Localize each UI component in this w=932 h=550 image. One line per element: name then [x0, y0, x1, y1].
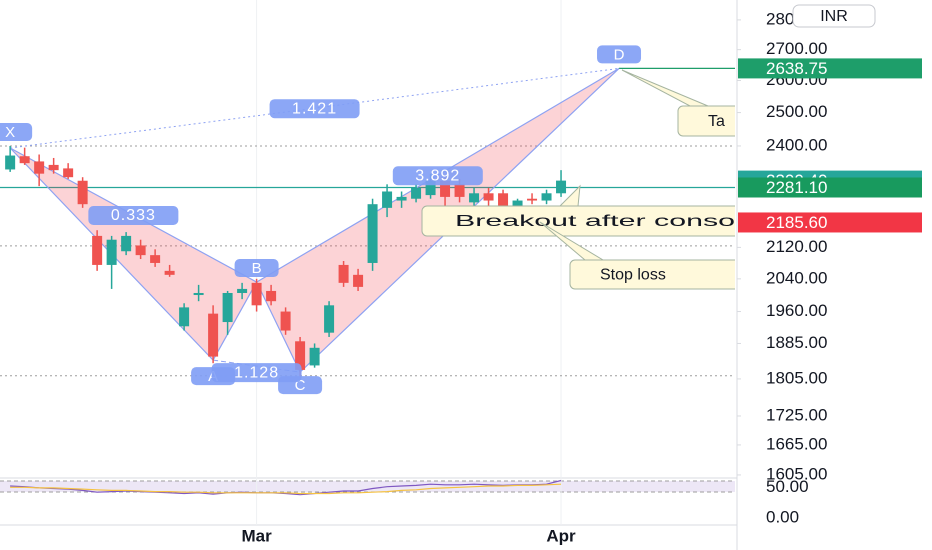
- candle-body: [425, 180, 436, 196]
- candle-body: [106, 239, 117, 265]
- pattern-point-label: X: [5, 124, 15, 141]
- candle-body: [309, 347, 320, 366]
- price-badge-label: 2281.10: [766, 178, 827, 197]
- y-tick-label: 2120.00: [766, 237, 827, 256]
- candle-body: [266, 290, 277, 302]
- x-tick-label: Apr: [546, 526, 576, 545]
- currency-label: INR: [820, 8, 848, 25]
- currency-button[interactable]: [792, 4, 876, 28]
- pattern-point-label: D: [614, 46, 625, 63]
- candle-body: [367, 204, 378, 263]
- pattern-point-label: B: [252, 260, 262, 277]
- candle-body: [527, 198, 538, 201]
- ratio-box: [88, 206, 179, 226]
- candle-body: [280, 311, 291, 331]
- ratio-label: 1.421: [292, 100, 337, 117]
- candle-body: [454, 184, 465, 197]
- candle-body: [121, 235, 132, 252]
- callout-text: Stop loss: [600, 267, 666, 284]
- rsi-line: [10, 479, 562, 496]
- ratio-box: [392, 166, 483, 186]
- y-tick-label: 1805.00: [766, 368, 827, 387]
- y-tick-label: 2040.00: [766, 268, 827, 287]
- candle-body: [338, 264, 349, 283]
- callout-box: [421, 205, 735, 237]
- callout-text: Ta: [708, 113, 725, 130]
- candle-body: [48, 164, 59, 171]
- candle-body: [193, 292, 204, 296]
- rsi-band: [0, 481, 735, 492]
- candle-body: [135, 245, 146, 256]
- candle-body: [222, 292, 233, 323]
- pattern-ratio-line: [10, 67, 620, 149]
- candle-body: [440, 180, 451, 197]
- y-tick-label: 1885.00: [766, 333, 827, 352]
- candle-body: [251, 282, 262, 306]
- price-badge-label: 2185.60: [766, 213, 827, 232]
- candle-body: [295, 341, 306, 370]
- ratio-label: 1.128: [234, 364, 279, 381]
- candle-body: [512, 200, 523, 210]
- price-badge: [738, 212, 922, 233]
- candle-body: [324, 305, 335, 333]
- pattern-point-box: [597, 45, 642, 64]
- candle-body: [63, 168, 74, 178]
- price-badge: [738, 58, 922, 79]
- candle-body: [382, 191, 393, 208]
- ratio-box: [211, 363, 302, 383]
- callout-box: [677, 105, 735, 137]
- candle-body: [498, 193, 509, 210]
- ratio-label: 3.892: [415, 167, 460, 184]
- candle-body: [77, 180, 88, 205]
- rsi-tick-label: 50.00: [766, 477, 809, 496]
- pattern-point-box: [0, 122, 33, 141]
- y-tick-label: 2400.00: [766, 135, 827, 154]
- pattern-point-label: C: [295, 377, 306, 394]
- candle-body: [34, 161, 45, 174]
- y-tick-label: 2500.00: [766, 102, 827, 121]
- candle-body: [5, 155, 16, 170]
- rsi-line: [10, 483, 562, 495]
- ratio-box: [269, 99, 360, 119]
- candle-body: [150, 255, 161, 263]
- candle-body: [411, 187, 422, 199]
- callout-box: [569, 259, 735, 290]
- candle-body: [541, 193, 552, 201]
- pattern-point-box: [234, 259, 279, 278]
- rsi-pane: [10, 479, 562, 496]
- candle-body: [208, 313, 219, 357]
- y-tick-label: 1665.00: [766, 434, 827, 453]
- ratio-label: 0.333: [111, 207, 156, 224]
- x-tick-label: Mar: [241, 526, 272, 545]
- callout-text: Breakout after conso: [455, 213, 735, 230]
- candle-body: [353, 274, 364, 287]
- candle-body: [92, 235, 103, 265]
- candle-body: [396, 196, 407, 201]
- price-axis: 2800.002700.002600.002500.002400.002120.…: [737, 9, 922, 527]
- candle-body: [19, 156, 30, 164]
- candle-body: [179, 307, 190, 327]
- candle-body: [483, 193, 494, 201]
- y-tick-label: 1725.00: [766, 405, 827, 424]
- candle-body: [164, 270, 175, 275]
- rsi-tick-label: 0.00: [766, 508, 799, 527]
- y-tick-label: 2700.00: [766, 39, 827, 58]
- candle-body: [469, 193, 480, 203]
- price-badge-label: 2638.75: [766, 59, 827, 78]
- candle-body: [556, 180, 567, 194]
- y-tick-label: 1960.00: [766, 301, 827, 320]
- price-badge: [738, 177, 922, 198]
- y-tick-label: 1605.00: [766, 464, 827, 483]
- candle-body: [237, 288, 248, 293]
